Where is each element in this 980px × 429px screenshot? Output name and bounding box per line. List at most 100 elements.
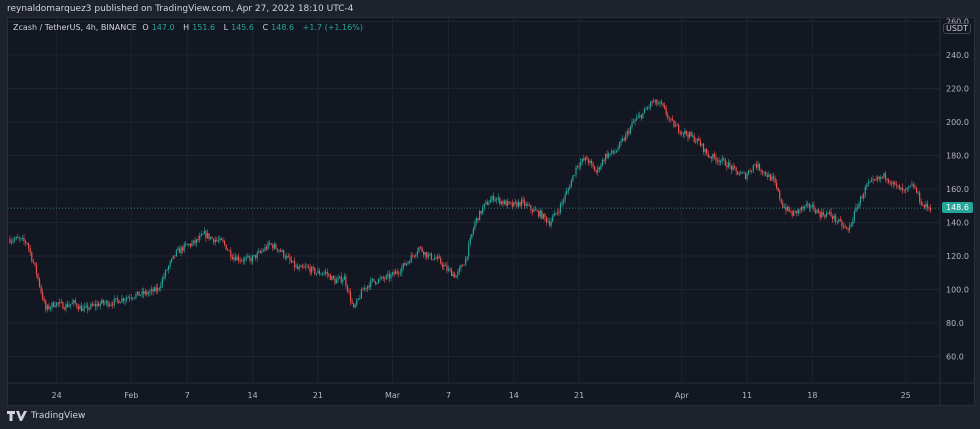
x-tick-label: 21 (313, 391, 323, 400)
candle-body (548, 221, 551, 226)
candle-body (754, 164, 756, 166)
candle-body (643, 109, 646, 113)
candle-body (877, 177, 879, 180)
candle-body (410, 255, 412, 263)
candle-body (617, 148, 619, 151)
candle-body (454, 273, 456, 278)
candle-body (262, 250, 265, 252)
candle-body (493, 196, 495, 201)
candle-body (609, 153, 611, 155)
candle-body (423, 251, 425, 256)
candle-body (455, 275, 457, 278)
candle-body (107, 301, 109, 307)
candle-body (28, 243, 30, 249)
candle-body (304, 266, 307, 268)
x-tick-label: 25 (901, 391, 911, 400)
candle-body (850, 224, 852, 226)
candle-body (889, 182, 891, 184)
candle-body (799, 209, 801, 211)
candle-body (427, 254, 429, 258)
candle-body (143, 291, 145, 295)
candle-body (175, 249, 177, 257)
candle-body (755, 164, 757, 168)
candle-body (76, 303, 78, 307)
candle-body (552, 216, 554, 222)
candle-body (373, 278, 375, 282)
candle-body (79, 305, 81, 310)
candle-body (763, 171, 765, 173)
candle-body (816, 209, 818, 214)
candle-body (60, 301, 62, 303)
candle-body (91, 304, 94, 306)
candle-body (715, 157, 717, 162)
candle-body (466, 256, 468, 259)
candle-body (360, 289, 363, 299)
candle-body (84, 306, 86, 309)
candle-body (668, 117, 670, 119)
y-tick-label: 100.0 (946, 286, 969, 295)
candle-body (777, 188, 779, 191)
candle-body (603, 159, 605, 161)
candle-body (63, 308, 66, 310)
candle-body (847, 228, 849, 230)
candle-body (590, 160, 593, 164)
candle-body (203, 231, 205, 235)
candle-body (225, 244, 227, 250)
candle-body (472, 228, 474, 234)
candle-body (326, 271, 328, 275)
candle-body (393, 272, 395, 275)
candle-body (227, 249, 229, 251)
candle-body (544, 213, 546, 218)
candle-body (762, 171, 764, 173)
candle-body (185, 244, 187, 245)
candle-body (293, 261, 296, 268)
candle-body (824, 215, 826, 217)
candle-body (449, 268, 451, 270)
candle-body (510, 202, 512, 204)
candle-body (199, 235, 201, 240)
candle-body (265, 247, 268, 249)
candle-body (900, 187, 902, 190)
candle-body (273, 244, 275, 249)
candle-body (678, 125, 680, 133)
candle-body (676, 124, 678, 126)
candle-body (620, 140, 622, 143)
candle-body (895, 184, 897, 186)
candle-body (136, 291, 139, 295)
candle-body (581, 158, 583, 162)
tradingview-logo[interactable]: TradingView (7, 411, 85, 421)
candle-body (693, 135, 695, 142)
candle-body (286, 255, 288, 259)
candle-body (188, 244, 190, 245)
candle-body (80, 305, 83, 312)
candle-body (807, 203, 809, 205)
candle-body (477, 218, 479, 221)
candle-body (281, 250, 283, 252)
candle-body (24, 240, 27, 243)
x-tick-label: 7 (185, 391, 190, 400)
candle-body (618, 142, 621, 149)
currency-label[interactable]: USDT (943, 23, 971, 34)
candle-body (283, 250, 285, 257)
candle-body (59, 301, 61, 304)
candle-body (685, 130, 688, 135)
candle-body (34, 262, 36, 265)
candle-body (782, 202, 784, 208)
candle-body (545, 217, 548, 222)
candle-body (49, 307, 52, 310)
change-value: +1.7 (+1.16%) (302, 23, 363, 32)
candle-body (511, 202, 513, 207)
candle-body (374, 281, 377, 284)
candle-body (415, 254, 417, 256)
candle-body (534, 209, 537, 211)
candle-body (85, 305, 87, 307)
y-tick-label: 60.0 (946, 353, 964, 362)
candle-body (631, 122, 633, 127)
candle-body (404, 263, 406, 266)
candle-body (68, 305, 70, 307)
candle-body (634, 120, 636, 122)
candle-body (681, 132, 683, 134)
candle-body (883, 173, 885, 178)
candle-body (443, 265, 445, 267)
